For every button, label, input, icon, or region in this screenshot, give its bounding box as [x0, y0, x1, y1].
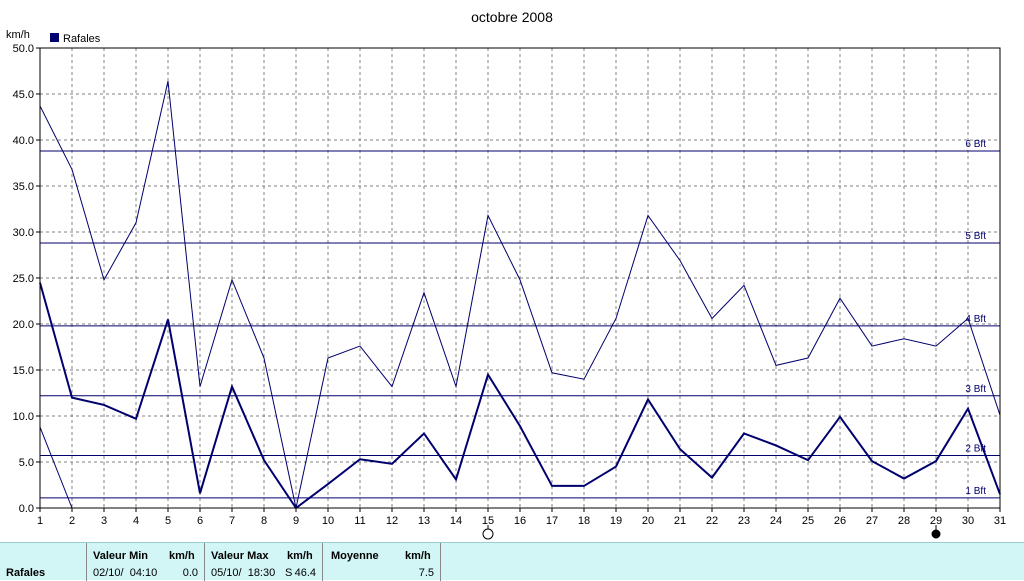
avg-value: 7.5 — [418, 567, 434, 579]
x-tick-label: 16 — [514, 515, 526, 527]
stats-bar: Rafales Valeur Min km/h 02/10/ 04:10 0.0… — [0, 542, 1024, 581]
max-header: Valeur Max — [211, 550, 269, 562]
y-tick-label: 25.0 — [13, 273, 34, 285]
x-tick-label: 14 — [450, 515, 462, 527]
x-tick-label: 18 — [578, 515, 590, 527]
y-tick-label: 0.0 — [19, 503, 34, 515]
x-tick-label: 28 — [898, 515, 910, 527]
x-tick-label: 27 — [866, 515, 878, 527]
x-tick-label: 22 — [706, 515, 718, 527]
x-tick-label: 23 — [738, 515, 750, 527]
beaufort-label: 6 Bft — [965, 139, 986, 150]
stats-row-label: Rafales — [6, 567, 46, 579]
x-tick-label: 24 — [770, 515, 782, 527]
x-tick-label: 20 — [642, 515, 654, 527]
y-tick-label: 10.0 — [13, 411, 34, 423]
y-tick-label: 20.0 — [13, 319, 34, 331]
x-tick-label: 12 — [386, 515, 398, 527]
full-moon-icon — [482, 528, 494, 540]
stats-max-cell: Valeur Max km/h 05/10/ 18:30 S 46.4 — [205, 543, 323, 581]
avg-header: Moyenne — [331, 550, 379, 562]
beaufort-label: 5 Bft — [965, 231, 986, 242]
stats-row-label-cell: Rafales — [0, 543, 87, 581]
x-tick-label: 7 — [229, 515, 235, 527]
beaufort-label: 3 Bft — [965, 384, 986, 395]
x-tick-label: 17 — [546, 515, 558, 527]
legend-label: Rafales — [63, 33, 101, 45]
x-tick-label: 30 — [962, 515, 974, 527]
series-line — [39, 426, 73, 509]
new-moon-icon — [931, 529, 941, 539]
x-tick-label: 1 — [37, 515, 43, 527]
x-tick-label: 4 — [133, 515, 139, 527]
series-line-rafales — [39, 282, 1001, 510]
min-header: Valeur Min — [93, 550, 149, 562]
legend-swatch — [50, 33, 59, 42]
x-tick-label: 6 — [197, 515, 203, 527]
x-tick-label: 31 — [994, 515, 1006, 527]
x-tick-label: 8 — [261, 515, 267, 527]
beaufort-label: 1 Bft — [965, 486, 986, 497]
moon-phases — [482, 525, 941, 540]
min-value: 0.0 — [182, 567, 198, 579]
series-line — [39, 81, 1001, 509]
x-tick-label: 2 — [69, 515, 75, 527]
stats-avg-cell: Moyenne km/h 7.5 — [323, 543, 441, 581]
axes: 0.0 5.0 10.0 15.0 20.0 25.0 30.0 35.0 40.0 45.0 50… — [13, 43, 1007, 527]
y-tick-label: 15.0 — [13, 365, 34, 377]
x-tick-label: 26 — [834, 515, 846, 527]
x-tick-label: 9 — [293, 515, 299, 527]
series — [39, 81, 1001, 510]
x-tick-label: 10 — [322, 515, 334, 527]
y-axis-label: km/h — [6, 29, 30, 41]
y-tick-label: 40.0 — [13, 135, 34, 147]
y-tick-label: 35.0 — [13, 181, 34, 193]
x-tick-label: 29 — [930, 515, 942, 527]
y-tick-label: 45.0 — [13, 89, 34, 101]
stats-min-cell: Valeur Min km/h 02/10/ 04:10 0.0 — [87, 543, 205, 581]
min-date: 02/10/ 04:10 — [93, 567, 158, 579]
min-unit: km/h — [169, 550, 195, 562]
beaufort-label: 4 Bft — [965, 314, 986, 325]
x-tick-label: 13 — [418, 515, 430, 527]
x-tick-label: 25 — [802, 515, 814, 527]
max-unit: km/h — [287, 550, 313, 562]
avg-unit: km/h — [405, 550, 431, 562]
max-direction: S — [285, 567, 293, 579]
max-date: 05/10/ 18:30 — [211, 567, 276, 579]
y-tick-label: 50.0 — [13, 43, 34, 55]
y-tick-label: 5.0 — [19, 457, 34, 469]
legend: Rafales — [50, 33, 101, 45]
x-tick-label: 5 — [165, 515, 171, 527]
beaufort-label: 2 Bft — [965, 444, 986, 455]
chart-title: octobre 2008 — [471, 9, 553, 25]
max-value: 46.4 — [294, 567, 316, 579]
beaufort-lines: 1 Bft 2 Bft 3 Bft 4 Bft 5 Bft 6 Bft — [40, 139, 1000, 499]
y-tick-label: 30.0 — [13, 227, 34, 239]
x-tick-label: 15 — [482, 515, 494, 527]
x-tick-label: 11 — [354, 515, 365, 527]
x-tick-label: 21 — [674, 515, 686, 527]
x-tick-label: 19 — [610, 515, 622, 527]
x-tick-label: 3 — [101, 515, 107, 527]
wind-gust-chart: octobre 2008 km/h Rafales 1 Bft 2 Bft 3 Bf… — [6, 9, 1007, 540]
